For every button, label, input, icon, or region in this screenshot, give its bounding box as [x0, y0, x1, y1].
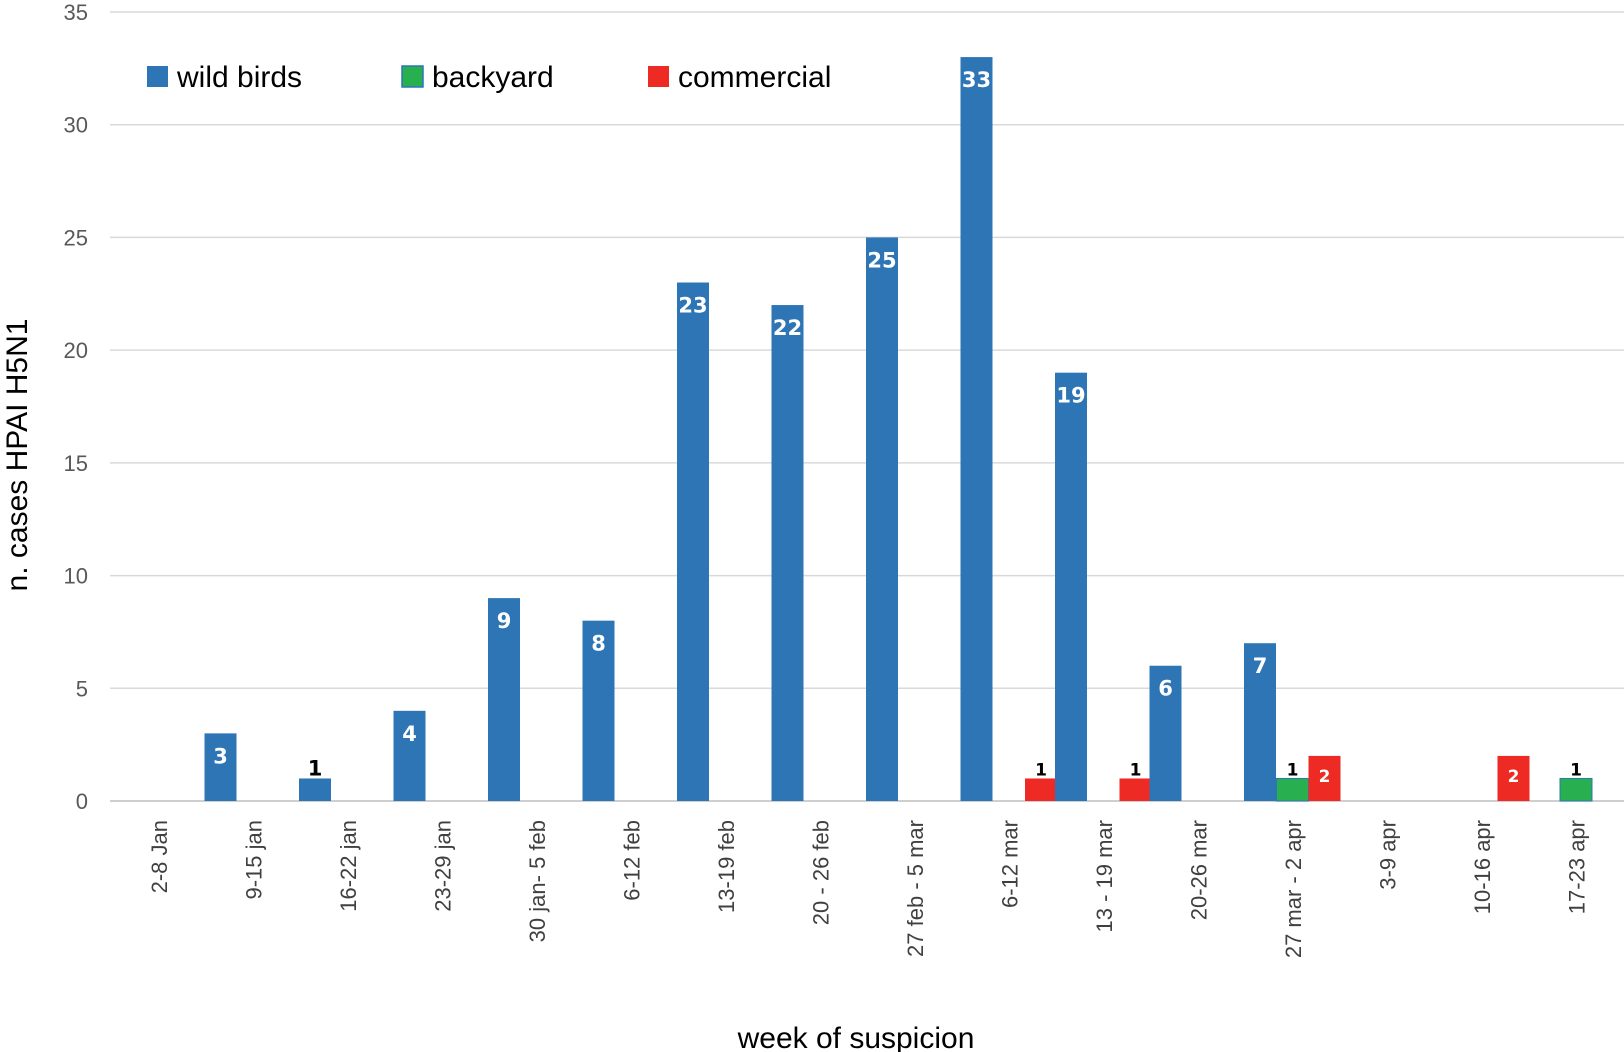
wild-birds-bar — [488, 598, 520, 801]
data-label: 3 — [213, 744, 228, 768]
wild-birds-bar — [204, 733, 237, 801]
legend-label: backyard — [432, 61, 554, 94]
x-tick-label: 6-12 mar — [998, 820, 1023, 908]
commercial-bar — [1119, 778, 1152, 801]
data-label: 2 — [1319, 767, 1331, 787]
x-tick-label: 16-22 jan — [336, 820, 361, 912]
data-label: 9 — [497, 609, 512, 633]
data-label: 1 — [308, 756, 323, 780]
x-tick-label: 9-15 jan — [242, 820, 267, 900]
wild-birds-bar — [677, 282, 709, 801]
wild-birds-bar — [582, 620, 615, 801]
y-tick-label: 30 — [64, 113, 88, 138]
wild-birds-bar — [960, 57, 993, 802]
data-label: 1 — [1035, 760, 1047, 780]
x-tick-label: 17-23 apr — [1565, 820, 1590, 914]
y-tick-label: 0 — [76, 789, 88, 814]
x-tick-label: 30 jan- 5 feb — [525, 820, 550, 942]
x-axis-ticks: 2-8 Jan 9-15 jan 16-22 jan 23-29 jan 30 jan-… — [147, 820, 1590, 958]
data-label: 8 — [591, 632, 606, 656]
wild-birds-bar — [866, 237, 898, 801]
wild-birds-bar — [771, 305, 804, 801]
y-axis-title: n. cases HPAI H5N1 — [1, 319, 34, 592]
wild-birds-bar — [1149, 665, 1182, 801]
backyard-bar — [1276, 777, 1309, 802]
commercial-bar — [1497, 755, 1530, 801]
legend-swatch — [648, 66, 669, 87]
x-tick-label: 2-8 Jan — [147, 820, 172, 893]
x-tick-label: 6-12 feb — [620, 820, 645, 901]
x-tick-label: 13-19 feb — [714, 820, 739, 913]
data-label: 19 — [1056, 384, 1085, 408]
commercial-bar — [1308, 755, 1341, 801]
data-label: 1 — [1570, 760, 1582, 780]
x-tick-label: 23-29 jan — [431, 820, 456, 912]
legend-swatch — [147, 66, 168, 87]
x-tick-label: 27 feb - 5 mar — [903, 820, 928, 957]
wild-birds-bar — [1244, 643, 1276, 801]
legend: wild birds backyard commercial — [147, 61, 831, 94]
data-label: 6 — [1158, 677, 1173, 701]
x-tick-label: 13 - 19 mar — [1092, 820, 1117, 933]
data-label: 23 — [678, 294, 707, 318]
y-axis-ticks: 0 5 10 15 20 25 30 35 — [64, 0, 88, 814]
y-tick-label: 10 — [64, 564, 88, 589]
data-label: 7 — [1253, 654, 1268, 678]
data-label: 33 — [962, 68, 991, 92]
data-label: 22 — [773, 316, 802, 340]
legend-label: commercial — [678, 61, 831, 94]
wild-birds-bar — [299, 778, 331, 801]
data-label: 1 — [1130, 760, 1142, 780]
data-label: 25 — [867, 248, 896, 272]
x-tick-label: 20 - 26 feb — [809, 820, 834, 925]
wild-birds-bar — [1055, 372, 1087, 801]
legend-swatch — [401, 65, 424, 88]
backyard-bar — [1559, 777, 1593, 802]
y-tick-label: 5 — [76, 676, 88, 701]
data-label: 1 — [1287, 760, 1299, 780]
x-tick-label: 10-16 apr — [1470, 820, 1495, 914]
wild-birds-bar — [393, 710, 426, 801]
x-tick-label: 20-26 mar — [1187, 820, 1212, 920]
bars — [204, 57, 1593, 802]
x-tick-label: 27 mar - 2 apr — [1281, 820, 1306, 958]
y-tick-label: 15 — [64, 451, 88, 476]
y-tick-label: 25 — [64, 225, 88, 250]
data-label: 2 — [1508, 767, 1520, 787]
x-axis-title: week of suspicion — [737, 1022, 975, 1052]
legend-label: wild birds — [176, 61, 302, 94]
y-tick-label: 20 — [64, 338, 88, 363]
x-tick-label: 3-9 apr — [1376, 820, 1401, 890]
y-tick-label: 35 — [64, 0, 88, 25]
commercial-bar — [1025, 778, 1057, 801]
data-label: 4 — [402, 722, 417, 746]
